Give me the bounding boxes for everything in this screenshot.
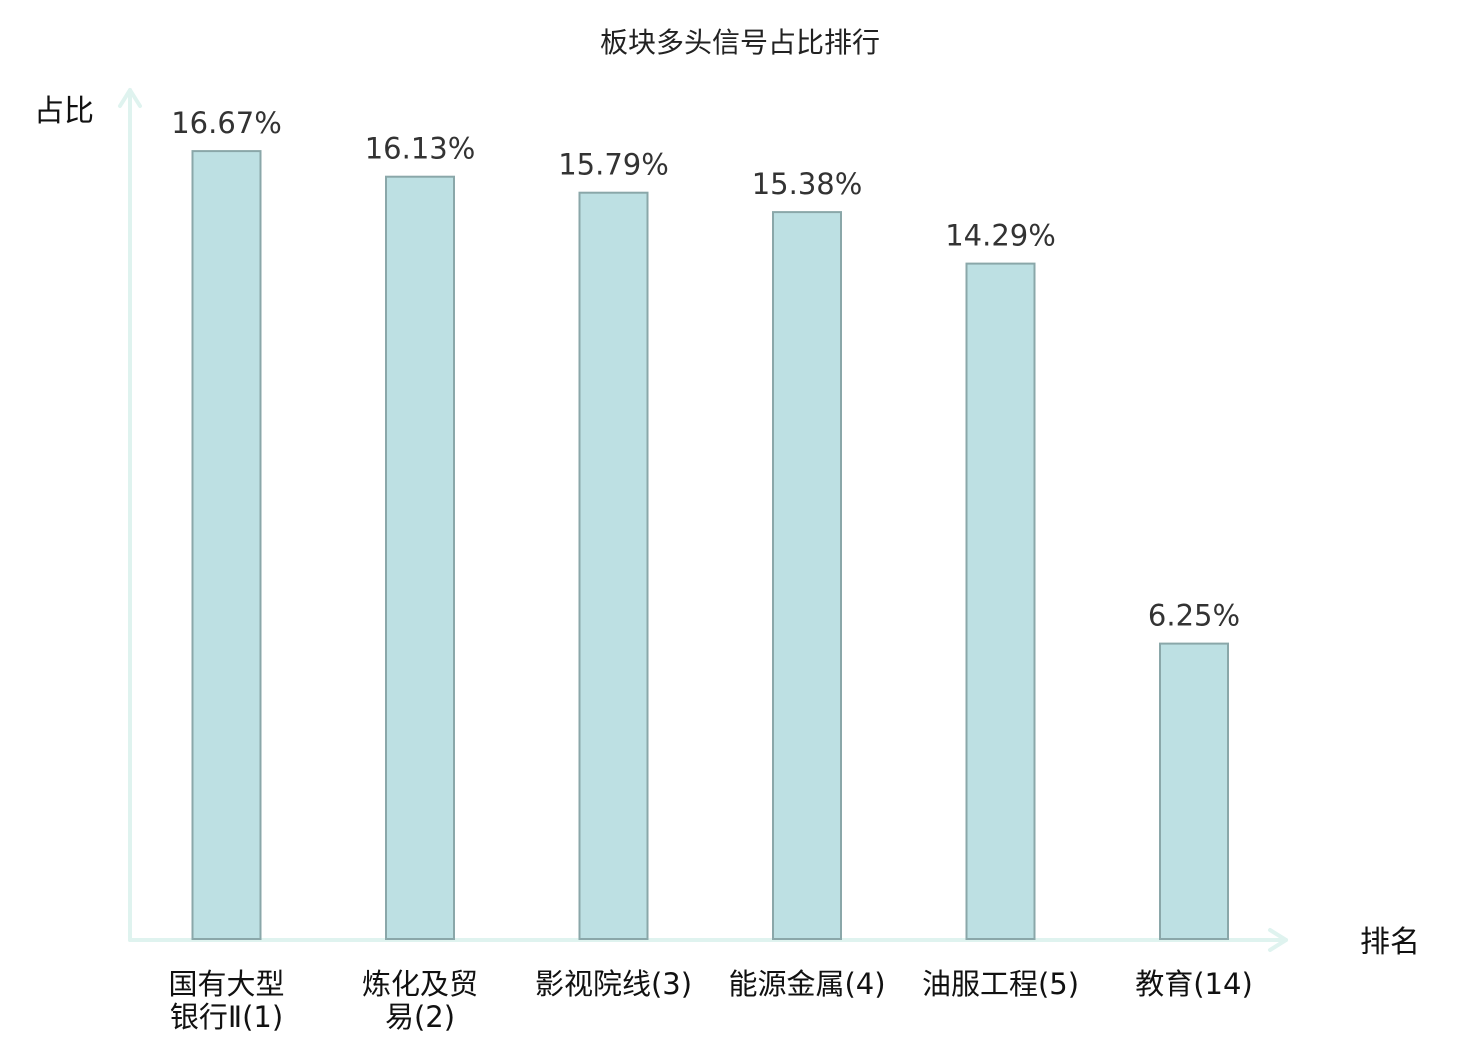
y-axis-title: 占比: [34, 94, 94, 129]
chart-title: 板块多头信号占比排行: [600, 26, 880, 59]
category-label: 银行Ⅱ(1): [170, 1000, 283, 1034]
category-label: 教育(14): [1135, 967, 1253, 1001]
category-label: 国有大型: [168, 967, 284, 1001]
bar: [385, 175, 455, 940]
bar: [578, 191, 649, 940]
category-label: 影视院线(3): [535, 967, 692, 1001]
bar-value-label: 15.38%: [752, 167, 863, 201]
bar-value-label: 14.29%: [945, 219, 1056, 253]
bar-value-label: 16.67%: [171, 106, 282, 140]
category-label: 能源金属(4): [728, 967, 885, 1001]
y-axis-arrow-icon: [118, 88, 142, 108]
bar-value-label: 15.79%: [558, 148, 669, 182]
bar: [965, 262, 1036, 941]
category-label: 油服工程(5): [922, 967, 1079, 1001]
x-axis-arrow-icon: [1268, 928, 1288, 952]
category-label: 易(2): [385, 1000, 455, 1034]
bar: [1159, 642, 1229, 940]
x-axis-title: 排名: [1360, 925, 1420, 960]
bar: [191, 150, 262, 941]
bar-value-label: 16.13%: [365, 132, 476, 166]
bar: [772, 211, 842, 941]
bar-value-label: 6.25%: [1148, 599, 1240, 633]
category-label: 炼化及贸: [362, 967, 478, 1001]
